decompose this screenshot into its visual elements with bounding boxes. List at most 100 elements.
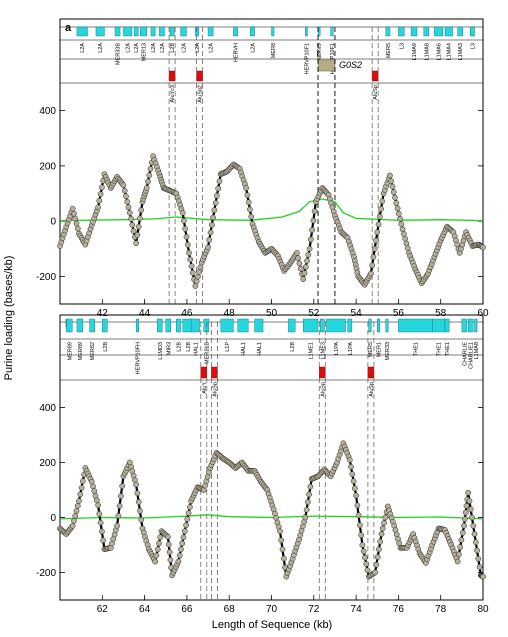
x-tick-label: 50 — [266, 308, 278, 319]
loading-point — [192, 283, 199, 289]
repeat-label: MER21B — [204, 342, 210, 364]
repeat-element — [398, 318, 433, 333]
repeat-label: L2B — [186, 342, 192, 352]
loading-point — [71, 210, 77, 217]
loading-point — [304, 258, 310, 264]
loading-point — [360, 548, 367, 555]
alu-marker — [168, 70, 176, 82]
loading-point — [459, 530, 466, 536]
repeat-element — [233, 26, 238, 37]
loading-point — [349, 471, 356, 477]
baseline-series-line — [59, 514, 484, 520]
repeat-element — [140, 26, 147, 37]
repeat-element — [169, 26, 175, 37]
repeat-element — [434, 26, 444, 37]
repeat-element — [102, 318, 108, 333]
panel-b: bMER89MER89MER82L2BHERVP10FHL1MD3MIR3L2B… — [36, 314, 489, 615]
loading-point — [388, 178, 395, 184]
loading-point — [211, 207, 218, 213]
loading-point — [186, 250, 192, 256]
repeat-label: L2A — [209, 43, 215, 53]
repeat-element — [423, 26, 430, 37]
loading-point — [457, 544, 464, 551]
loading-point — [374, 229, 381, 236]
loading-point — [378, 206, 384, 212]
repeat-label: HAL1 — [241, 342, 247, 356]
loading-point — [73, 508, 80, 514]
loading-point — [378, 531, 385, 537]
repeat-element — [123, 26, 133, 37]
loading-point — [210, 214, 216, 221]
repeat-label: HERVP10FH — [135, 342, 141, 374]
loading-point — [72, 215, 79, 222]
repeat-label: L3 — [470, 43, 476, 49]
repeat-label: HERVP10F1 — [330, 43, 336, 74]
loading-point — [306, 245, 313, 252]
loading-point — [372, 569, 378, 576]
repeat-label: L1MA3 — [458, 43, 464, 60]
repeat-label: MER82 — [90, 342, 96, 360]
loading-point — [69, 205, 76, 212]
loading-point — [393, 200, 400, 207]
loading-point — [147, 166, 154, 172]
loading-point — [387, 172, 393, 179]
repeat-label: L1ME1 — [309, 342, 315, 359]
repeat-label: HERVH — [234, 43, 240, 62]
loading-point — [72, 513, 79, 519]
loading-point — [71, 517, 77, 524]
loading-point — [382, 514, 389, 521]
y-tick-label: -200 — [36, 272, 56, 283]
loading-point — [390, 189, 397, 195]
repeat-label: HAL1 — [257, 342, 263, 356]
x-tick-label: 66 — [181, 604, 193, 615]
loading-point — [279, 546, 286, 553]
x-tick-label: 54 — [351, 308, 363, 319]
gene-label: G0S2 — [339, 60, 362, 70]
loading-point — [183, 522, 189, 529]
repeat-element — [398, 26, 405, 37]
loading-point — [395, 210, 402, 217]
repeat-label: L2A — [80, 43, 86, 53]
loading-point — [209, 222, 215, 228]
loading-point — [74, 225, 81, 232]
loading-point — [302, 264, 309, 270]
repeat-element — [133, 26, 139, 37]
repeat-element — [207, 26, 214, 37]
y-axis-label: Purine loading (bases/kb) — [3, 256, 15, 381]
loading-point — [248, 213, 255, 220]
x-tick-label: 44 — [139, 308, 151, 319]
repeat-label: THE1 — [445, 342, 451, 356]
loading-series-line — [58, 155, 484, 288]
loading-point — [124, 198, 131, 205]
loading-point — [456, 551, 462, 558]
repeat-element — [95, 26, 105, 37]
loading-point — [93, 497, 100, 504]
repeat-label: L1PA — [348, 342, 354, 355]
loading-point — [183, 234, 190, 240]
repeat-element — [190, 318, 200, 333]
loading-point — [185, 510, 192, 516]
loading-point — [368, 270, 374, 277]
repeat-element — [250, 26, 255, 37]
loading-point — [90, 483, 96, 490]
loading-point — [458, 537, 465, 543]
x-tick-label: 70 — [266, 604, 278, 615]
y-tick-label: 0 — [50, 217, 56, 228]
loading-point — [197, 264, 204, 271]
x-tick-label: 62 — [97, 604, 109, 615]
loading-point — [154, 546, 161, 553]
x-tick-label: 76 — [393, 604, 405, 615]
loading-point — [247, 206, 253, 213]
loading-point — [277, 528, 283, 535]
repeat-label: MER33B — [116, 43, 122, 65]
x-tick-label: 72 — [308, 604, 320, 615]
loading-point — [454, 558, 461, 565]
loading-point — [297, 265, 304, 272]
x-tick-label: 52 — [308, 308, 320, 319]
loading-point — [305, 499, 311, 505]
loading-point — [306, 491, 312, 498]
repeat-element — [432, 318, 446, 333]
repeat-element — [470, 26, 475, 37]
repeat-label: L1MA9 — [412, 43, 418, 60]
x-tick-label: 42 — [97, 308, 109, 319]
